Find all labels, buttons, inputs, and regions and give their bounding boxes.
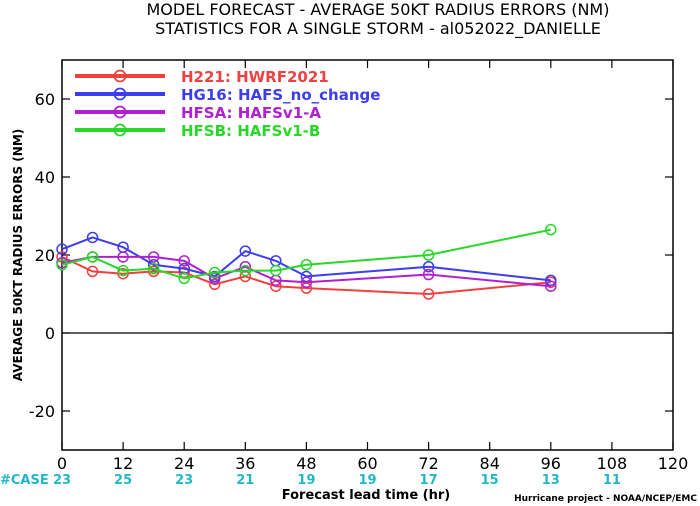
x-tick-label: 84 bbox=[480, 454, 500, 473]
series-4 bbox=[56, 223, 557, 285]
data-point bbox=[270, 264, 282, 277]
plot-frame bbox=[61, 59, 674, 451]
data-point bbox=[86, 231, 99, 244]
series-line bbox=[61, 255, 551, 296]
case-count: 17 bbox=[420, 473, 438, 488]
legend-marker bbox=[113, 105, 127, 119]
data-point bbox=[86, 251, 99, 263]
y-tick-label: 60 bbox=[35, 90, 55, 109]
data-point bbox=[86, 265, 99, 278]
legend-marker bbox=[113, 69, 127, 83]
data-point bbox=[300, 276, 313, 289]
legend-label: H221: HWRF2021 bbox=[181, 68, 329, 86]
x-axis-label: Forecast lead time (hr) bbox=[282, 488, 450, 503]
data-point bbox=[422, 268, 435, 281]
data-point bbox=[209, 266, 221, 279]
x-tick-label: 72 bbox=[418, 454, 438, 473]
data-point bbox=[56, 243, 68, 255]
y-axis-label: AVERAGE 50KT RADIUS ERRORS (NM) bbox=[11, 129, 25, 381]
data-point bbox=[422, 288, 435, 300]
x-tick-label: 96 bbox=[541, 454, 561, 473]
legend-label: HG16: HAFS_no_change bbox=[181, 86, 380, 104]
data-point bbox=[147, 251, 160, 263]
x-tick-label: 0 bbox=[57, 454, 67, 473]
data-point bbox=[117, 267, 129, 280]
case-count: 15 bbox=[481, 473, 499, 488]
x-tick-label: 36 bbox=[235, 454, 255, 473]
data-point bbox=[239, 264, 252, 277]
y-tick-label: 0 bbox=[45, 324, 55, 343]
data-point bbox=[56, 259, 68, 271]
data-point bbox=[117, 251, 129, 263]
data-point bbox=[545, 223, 557, 236]
series-3 bbox=[56, 251, 557, 292]
y-tick-label: 20 bbox=[35, 246, 55, 265]
data-point bbox=[545, 280, 557, 292]
chart-title: MODEL FORECAST - AVERAGE 50KT RADIUS ERR… bbox=[147, 0, 610, 19]
legend-label: HFSA: HAFSv1-A bbox=[181, 104, 321, 122]
series-line bbox=[61, 255, 551, 288]
data-point bbox=[117, 264, 129, 277]
case-count: 23 bbox=[53, 473, 71, 488]
x-tick-label: 60 bbox=[357, 454, 377, 473]
legend-marker bbox=[113, 87, 127, 101]
data-point bbox=[178, 255, 190, 267]
case-count: 19 bbox=[297, 473, 315, 488]
case-label: #CASE bbox=[0, 473, 49, 488]
data-point bbox=[239, 260, 252, 273]
data-point bbox=[147, 259, 160, 271]
x-tick-label: 120 bbox=[658, 454, 689, 473]
legend-label: HFSB: HAFSv1-B bbox=[181, 122, 320, 140]
x-tick-label: 24 bbox=[174, 454, 194, 473]
y-tick-label: 40 bbox=[35, 168, 55, 187]
data-point bbox=[239, 245, 252, 257]
case-count: 23 bbox=[175, 473, 193, 488]
data-point bbox=[422, 249, 435, 261]
x-tick-label: 48 bbox=[296, 454, 316, 473]
legend-marker bbox=[113, 123, 127, 137]
case-count: 19 bbox=[358, 473, 376, 488]
data-point bbox=[147, 262, 160, 275]
data-point bbox=[178, 272, 190, 285]
series-line bbox=[61, 228, 552, 280]
series-1 bbox=[56, 251, 557, 300]
data-point bbox=[422, 260, 435, 273]
case-count: 25 bbox=[114, 473, 132, 488]
x-tick-label: 108 bbox=[597, 454, 628, 473]
x-tick-label: 12 bbox=[113, 454, 133, 473]
chart-subtitle: STATISTICS FOR A SINGLE STORM - al052022… bbox=[155, 19, 601, 39]
data-point bbox=[300, 259, 313, 271]
case-count: 21 bbox=[236, 473, 254, 488]
y-tick-label: -20 bbox=[29, 402, 55, 421]
case-count: 11 bbox=[603, 473, 621, 488]
credit-text: Hurricane project - NOAA/NCEP/EMC bbox=[514, 494, 697, 504]
series-line bbox=[61, 236, 551, 282]
case-count: 13 bbox=[542, 473, 560, 488]
